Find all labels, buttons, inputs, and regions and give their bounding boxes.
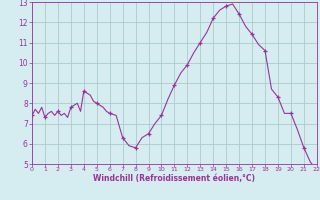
- X-axis label: Windchill (Refroidissement éolien,°C): Windchill (Refroidissement éolien,°C): [93, 174, 255, 183]
